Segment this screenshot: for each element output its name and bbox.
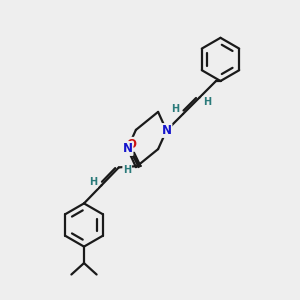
Text: H: H — [89, 177, 97, 188]
Text: H: H — [123, 165, 131, 176]
Text: H: H — [171, 103, 180, 114]
Text: H: H — [203, 97, 211, 107]
Text: N: N — [122, 142, 133, 155]
Text: N: N — [161, 124, 172, 137]
Text: O: O — [126, 138, 136, 151]
